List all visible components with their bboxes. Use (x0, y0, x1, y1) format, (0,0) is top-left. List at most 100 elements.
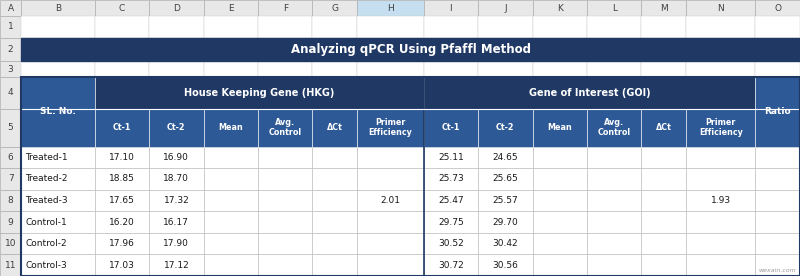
Text: I: I (450, 4, 452, 13)
Text: F: F (282, 4, 288, 13)
Bar (424, 76, 755, 109)
Text: 17.90: 17.90 (163, 239, 190, 248)
Bar (94, 0, 149, 16)
Bar (358, 147, 424, 168)
Bar (478, 76, 533, 109)
Bar (258, 62, 313, 76)
Text: Mean: Mean (547, 123, 572, 132)
Text: Avg.
Control: Avg. Control (598, 118, 630, 137)
Bar (0, 76, 22, 109)
Bar (642, 109, 686, 147)
Bar (258, 109, 313, 147)
Bar (0, 254, 22, 276)
Text: 24.65: 24.65 (493, 153, 518, 162)
Text: Treated-3: Treated-3 (26, 196, 68, 205)
Bar (755, 0, 800, 16)
Bar (587, 109, 642, 147)
Bar (313, 16, 358, 38)
Text: 25.57: 25.57 (493, 196, 518, 205)
Text: 4: 4 (8, 88, 14, 97)
Bar (313, 109, 358, 147)
Text: Ratio: Ratio (764, 107, 791, 116)
Bar (94, 16, 149, 38)
Bar (358, 109, 424, 147)
Bar (424, 190, 478, 211)
Bar (424, 254, 478, 276)
Bar (149, 76, 203, 109)
Text: 29.70: 29.70 (493, 217, 518, 227)
Bar (22, 0, 94, 16)
Bar (22, 76, 800, 276)
Text: 16.90: 16.90 (163, 153, 190, 162)
Bar (533, 16, 587, 38)
Bar (478, 254, 533, 276)
Bar (149, 147, 203, 168)
Bar (755, 190, 800, 211)
Bar (258, 109, 313, 147)
Bar (686, 62, 755, 76)
Text: 25.65: 25.65 (493, 174, 518, 184)
Text: J: J (504, 4, 506, 13)
Bar (203, 109, 258, 147)
Bar (22, 168, 94, 190)
Bar (94, 76, 149, 109)
Text: 11: 11 (5, 261, 17, 270)
Text: 8: 8 (8, 196, 14, 205)
Bar (0, 233, 22, 254)
Bar (533, 211, 587, 233)
Bar (755, 109, 800, 147)
Bar (686, 109, 755, 147)
Bar (258, 16, 313, 38)
Bar (642, 109, 686, 147)
Bar (203, 211, 258, 233)
Bar (478, 168, 533, 190)
Bar (642, 0, 686, 16)
Bar (533, 147, 587, 168)
Bar (0, 62, 22, 76)
Bar (755, 168, 800, 190)
Text: SL. No.: SL. No. (40, 107, 76, 116)
Text: Treated-1: Treated-1 (26, 153, 68, 162)
Text: 17.10: 17.10 (109, 153, 135, 162)
Bar (149, 254, 203, 276)
Bar (686, 190, 755, 211)
Text: N: N (718, 4, 724, 13)
Text: 18.70: 18.70 (163, 174, 190, 184)
Bar (0, 0, 22, 16)
Bar (203, 0, 258, 16)
Bar (203, 16, 258, 38)
Bar (478, 109, 533, 147)
Bar (258, 168, 313, 190)
Bar (642, 233, 686, 254)
Bar (478, 109, 533, 147)
Bar (22, 38, 800, 62)
Text: 29.75: 29.75 (438, 217, 464, 227)
Bar (313, 0, 358, 16)
Bar (203, 254, 258, 276)
Bar (22, 211, 94, 233)
Bar (258, 233, 313, 254)
Bar (313, 147, 358, 168)
Bar (755, 233, 800, 254)
Bar (94, 168, 149, 190)
Bar (478, 62, 533, 76)
Text: K: K (557, 4, 562, 13)
Bar (358, 76, 424, 109)
Bar (587, 233, 642, 254)
Text: 25.47: 25.47 (438, 196, 464, 205)
Bar (149, 109, 203, 147)
Text: 16.17: 16.17 (163, 217, 190, 227)
Bar (642, 16, 686, 38)
Bar (313, 62, 358, 76)
Bar (686, 16, 755, 38)
Text: H: H (387, 4, 394, 13)
Bar (755, 147, 800, 168)
Text: Primer
Efficiency: Primer Efficiency (698, 118, 742, 137)
Bar (94, 109, 149, 147)
Bar (313, 168, 358, 190)
Text: Ct-1: Ct-1 (113, 123, 131, 132)
Bar (755, 16, 800, 38)
Text: C: C (118, 4, 125, 13)
Bar (686, 147, 755, 168)
Bar (755, 76, 800, 147)
